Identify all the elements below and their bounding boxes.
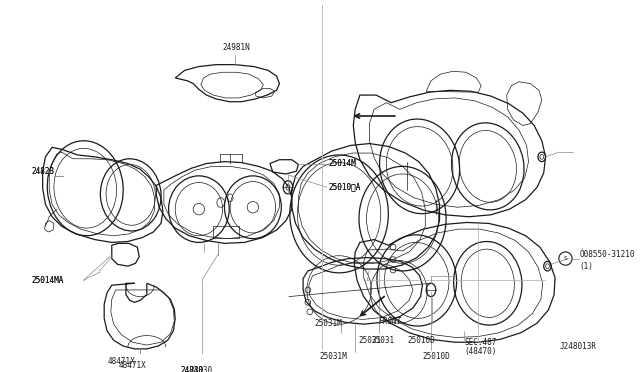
Text: 25014MA: 25014MA — [31, 276, 63, 285]
Text: (1): (1) — [580, 262, 593, 271]
Text: SEC.487: SEC.487 — [464, 338, 497, 347]
Text: 24830: 24830 — [180, 366, 203, 372]
Text: 25031: 25031 — [371, 336, 394, 345]
Text: FRONT: FRONT — [379, 317, 402, 326]
Text: J248013R: J248013R — [560, 343, 596, 352]
Text: 25010D: 25010D — [422, 352, 450, 361]
Text: Ó08550-31210: Ó08550-31210 — [580, 250, 635, 259]
Text: 48471X: 48471X — [119, 362, 147, 371]
Text: 24823: 24823 — [31, 167, 54, 176]
Text: 25014M: 25014M — [329, 159, 356, 168]
Text: 25010D: 25010D — [407, 336, 435, 345]
Text: 25031M: 25031M — [314, 319, 342, 328]
Text: S: S — [564, 256, 567, 261]
Text: 25031M: 25031M — [319, 352, 347, 361]
Text: 24830: 24830 — [189, 366, 212, 372]
Text: 25031: 25031 — [358, 336, 381, 345]
Text: 24830: 24830 — [180, 366, 203, 372]
Text: 24981N: 24981N — [222, 43, 250, 52]
Text: 24823: 24823 — [31, 167, 54, 176]
Text: (48470): (48470) — [464, 347, 497, 356]
Text: 25014MA: 25014MA — [31, 276, 63, 285]
Text: 48471X: 48471X — [108, 357, 135, 366]
Text: 25010ⅡA: 25010ⅡA — [329, 183, 361, 192]
Text: 25010ⅡA: 25010ⅡA — [329, 183, 361, 192]
Text: 25014M: 25014M — [329, 159, 356, 168]
